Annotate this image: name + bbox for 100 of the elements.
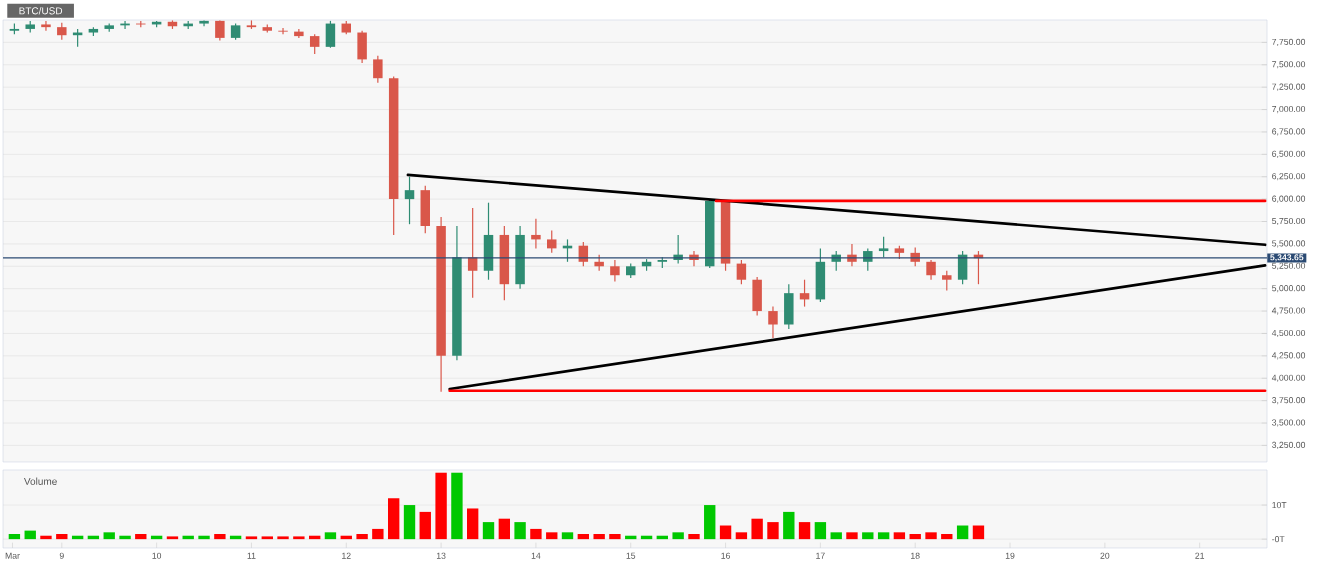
- y-tick-label: 4,000.00: [1271, 374, 1306, 382]
- bar: [561, 532, 574, 540]
- x-tick-label: 17: [816, 552, 825, 559]
- candlestick: [309, 33, 320, 55]
- bar: [546, 532, 558, 540]
- candlestick: [404, 176, 415, 225]
- bar: [166, 536, 179, 540]
- y-tick-label: 5,750.00: [1272, 217, 1306, 226]
- x-tick-label: 20: [1100, 552, 1110, 559]
- bar: [672, 532, 684, 540]
- y-tick-label: 3,750.00: [1272, 397, 1306, 405]
- bar: [846, 532, 858, 540]
- chart-title: BTC/USD: [19, 7, 63, 15]
- bar: [451, 472, 463, 540]
- candlestick: [531, 218, 541, 249]
- bar: [482, 522, 495, 540]
- y-tick-label: 6,250.00: [1272, 173, 1306, 181]
- bar: [24, 530, 36, 540]
- x-tick-label: 19: [1005, 552, 1015, 559]
- candlestick: [942, 270, 952, 292]
- candlestick: [878, 236, 889, 258]
- y-tick-label: 6,500.00: [1272, 150, 1306, 158]
- bar: [103, 532, 115, 540]
- bar: [514, 522, 526, 540]
- y-tick-label: 4,500.00: [1271, 329, 1306, 338]
- candlestick: [736, 259, 747, 285]
- bar: [783, 511, 795, 540]
- bar: [877, 532, 890, 540]
- y-tick-label: 4,250.00: [1271, 352, 1306, 360]
- bar: [261, 536, 273, 540]
- x-tick-label: 12: [342, 552, 351, 559]
- bar: [956, 525, 969, 540]
- bar: [40, 535, 52, 540]
- candlestick: [610, 259, 620, 283]
- bar: [972, 525, 985, 540]
- bar: [735, 532, 748, 540]
- y-tick-label: -0T: [1272, 536, 1285, 543]
- bar: [704, 505, 716, 540]
- candlestick: [325, 20, 336, 49]
- bar: [372, 528, 384, 540]
- y-tick-label: 7,750.00: [1272, 38, 1306, 46]
- bar: [688, 534, 700, 540]
- bar: [135, 534, 147, 540]
- bar: [419, 511, 431, 540]
- bar: [862, 532, 874, 540]
- bar: [498, 518, 511, 540]
- bar: [893, 532, 906, 540]
- bar: [719, 525, 732, 540]
- candlestick: [768, 305, 778, 339]
- y-tick-label: 5,000.00: [1272, 285, 1306, 293]
- ref-line-label: 5,343.65: [1270, 254, 1304, 262]
- x-tick-label: 21: [1195, 552, 1205, 559]
- y-tick-label: 6,000.00: [1272, 195, 1306, 203]
- bar: [56, 534, 68, 540]
- x-tick-label: Mar: [5, 552, 20, 559]
- bar: [751, 518, 763, 540]
- bar: [293, 536, 305, 540]
- y-tick-label: 5,500.00: [1272, 240, 1306, 248]
- x-tick-label: 11: [247, 552, 256, 559]
- x-tick-label: 16: [721, 552, 730, 559]
- text: Volume: [23, 477, 57, 485]
- y-tick-label: 3,500.00: [1272, 419, 1306, 427]
- bar: [387, 498, 400, 540]
- bar: [435, 472, 447, 540]
- candlestick: [547, 229, 557, 254]
- x-tick-label: 9: [59, 552, 64, 559]
- bar: [466, 508, 479, 540]
- bar: [119, 535, 131, 540]
- bar: [593, 534, 605, 540]
- bar: [609, 534, 621, 540]
- y-tick-label: 7,500.00: [1272, 61, 1306, 69]
- candlestick: [799, 279, 810, 308]
- x-tick-label: 15: [626, 552, 636, 559]
- candlestick: [215, 19, 225, 42]
- bar: [577, 534, 590, 540]
- bar: [830, 532, 842, 540]
- x-tick-label: 13: [436, 552, 446, 559]
- bar: [798, 522, 811, 540]
- bar: [324, 532, 337, 540]
- candlestick: [373, 55, 383, 84]
- bar: [767, 522, 779, 540]
- bar: [356, 534, 368, 540]
- bar: [909, 534, 921, 540]
- y-tick-label: 6,750.00: [1272, 128, 1306, 136]
- bar: [941, 534, 953, 540]
- candlestick: [41, 20, 51, 32]
- y-tick-label: 7,250.00: [1272, 83, 1306, 91]
- y-tick-label: 10T: [1272, 502, 1287, 509]
- bar: [198, 535, 210, 540]
- y-tick-label: 5,250.00: [1272, 262, 1306, 270]
- bar: [214, 534, 226, 540]
- y-tick-label: 3,250.00: [1272, 441, 1306, 449]
- y-tick-label: 7,000.00: [1272, 105, 1306, 114]
- x-tick-label: 14: [531, 552, 541, 559]
- x-tick-label: 10: [152, 552, 162, 559]
- bar: [403, 505, 416, 540]
- candlestick: [278, 27, 288, 35]
- bar: [245, 536, 258, 540]
- bar: [530, 528, 542, 540]
- bar: [925, 532, 937, 540]
